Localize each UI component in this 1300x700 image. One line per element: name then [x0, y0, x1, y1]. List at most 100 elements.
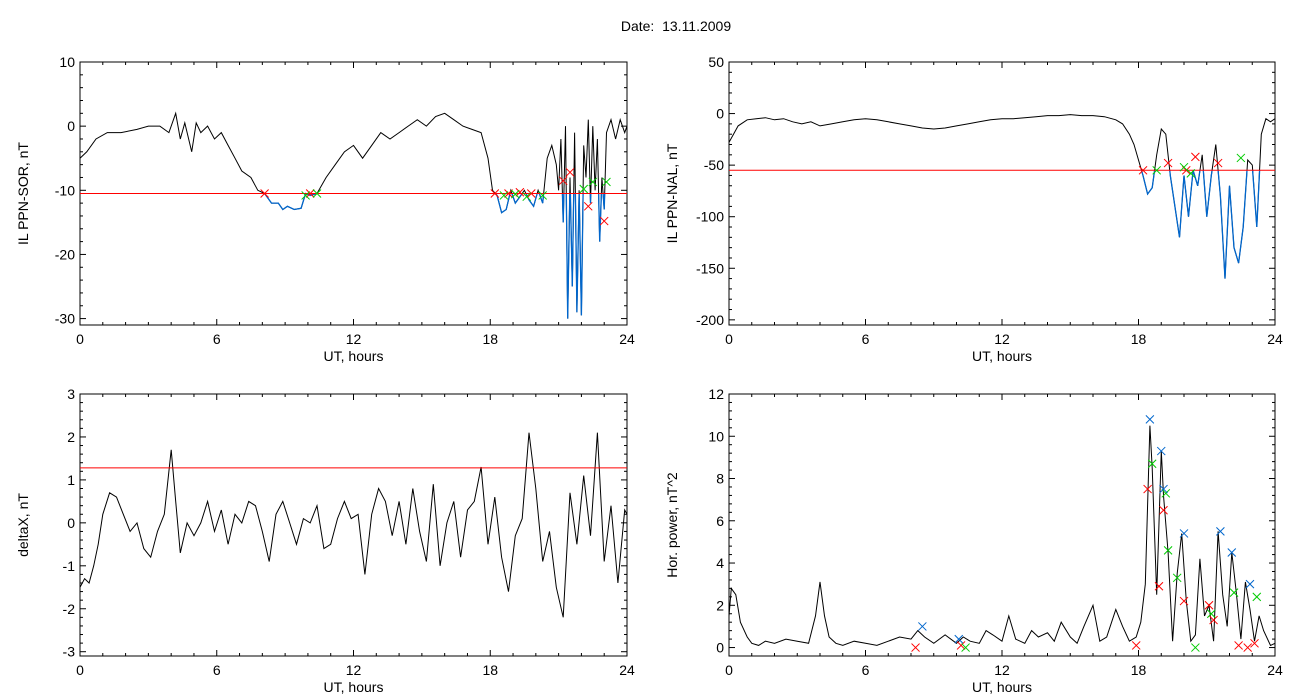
marker-red: [956, 641, 966, 650]
y-tick-label: 4: [716, 555, 724, 571]
marker-red: [1163, 158, 1173, 168]
marker-green: [538, 191, 548, 200]
y-tick-label: 2: [716, 597, 724, 613]
marker-green: [1172, 573, 1182, 583]
marker-green: [1252, 592, 1262, 602]
marker-red: [305, 189, 315, 198]
y-tick-label: 1: [67, 472, 75, 488]
x-tick-label: 6: [862, 662, 870, 678]
x-tick-label: 6: [213, 662, 221, 678]
figure-title: Date: 13.11.2009: [620, 18, 732, 34]
series-below-threshold: [565, 193, 571, 319]
y-tick-label: -1: [63, 558, 76, 574]
y-tick-label: 0: [716, 106, 724, 122]
marker-green: [1236, 153, 1246, 163]
marker-red: [490, 189, 500, 198]
y-tick-label: 0: [67, 515, 75, 531]
x-tick-label: 18: [1131, 331, 1147, 347]
y-tick-label: -200: [696, 312, 724, 328]
plot-area: [80, 432, 627, 618]
y-tick-label: -10: [55, 182, 75, 198]
series-below-threshold: [1140, 170, 1156, 196]
series-below-threshold: [602, 193, 606, 210]
marker-green: [1147, 459, 1157, 469]
marker-green: [301, 191, 310, 200]
plot-area: [729, 415, 1275, 652]
marker-red: [1250, 638, 1259, 648]
marker-red: [1154, 581, 1164, 591]
y-tick-label: 8: [716, 471, 724, 487]
y-axis-label: IL PPN-SOR, nT: [15, 142, 31, 245]
marker-red: [1243, 643, 1253, 652]
series-below-threshold: [1217, 170, 1248, 279]
marker-green: [1161, 488, 1171, 498]
marker-red: [1143, 484, 1152, 494]
marker-green: [522, 192, 532, 202]
series-below-threshold: [569, 193, 575, 287]
series-below-threshold: [597, 193, 603, 242]
x-tick-label: 24: [619, 331, 635, 347]
x-tick-label: 24: [1267, 662, 1283, 678]
marker-green: [579, 184, 589, 194]
marker-red: [1191, 152, 1200, 162]
series-line: [80, 111, 627, 319]
marker-green: [312, 189, 322, 198]
x-axis-label: UT, hours: [972, 348, 1032, 364]
series-below-threshold: [561, 193, 565, 223]
y-tick-label: 10: [708, 428, 724, 444]
marker-red: [1234, 641, 1243, 650]
marker-red: [911, 643, 920, 652]
marker-red: [1213, 158, 1223, 168]
y-tick-label: -3: [63, 644, 76, 660]
plot-area: [729, 114, 1275, 279]
x-tick-label: 12: [994, 662, 1010, 678]
marker-blue: [1227, 548, 1237, 557]
x-tick-label: 12: [346, 331, 362, 347]
series-below-threshold: [1169, 170, 1201, 238]
marker-green: [1229, 588, 1239, 597]
plot-frame: [79, 393, 628, 657]
marker-blue: [1159, 484, 1168, 494]
x-tick-label: 6: [213, 331, 221, 347]
series-line: [729, 114, 1275, 279]
y-tick-label: -30: [55, 311, 75, 327]
x-axis-label: UT, hours: [972, 679, 1032, 695]
y-tick-label: 0: [716, 640, 724, 656]
y-axis-label: deltaX, nT: [15, 493, 31, 557]
marker-green: [588, 177, 598, 187]
plot-area: [80, 111, 627, 319]
x-axis-label: UT, hours: [324, 348, 384, 364]
x-tick-label: 24: [619, 662, 635, 678]
marker-red: [583, 201, 593, 211]
panel-ppn-nal: 0 6 12 18 24 -200 -150 -100 -50 0 50 UT, hours IL PP…: [664, 54, 1283, 364]
marker-green: [1206, 609, 1216, 619]
series-below-threshold: [578, 193, 584, 316]
y-tick-label: -20: [55, 246, 75, 262]
marker-green: [1191, 643, 1200, 652]
plot-frame: [728, 61, 1276, 326]
y-axis-label: IL PPN-NAL, nT: [664, 143, 680, 243]
marker-red: [1159, 505, 1168, 515]
marker-blue: [1245, 579, 1255, 589]
marker-red: [1204, 600, 1214, 610]
y-tick-label: 0: [67, 118, 75, 134]
x-tick-label: 0: [76, 662, 84, 678]
series-below-threshold: [511, 193, 523, 205]
series-below-threshold: [574, 193, 580, 313]
y-tick-label: -100: [696, 209, 724, 225]
marker-blue: [918, 622, 927, 631]
marker-red: [526, 189, 536, 198]
marker-red: [599, 216, 609, 226]
x-tick-label: 18: [482, 662, 498, 678]
plot-frame: [728, 393, 1276, 657]
y-axis-label: Hor. power, nT^2: [664, 472, 680, 578]
series-below-threshold: [589, 193, 592, 204]
x-tick-label: 18: [1131, 662, 1147, 678]
marker-green: [961, 643, 970, 652]
marker-red: [504, 189, 513, 198]
y-tick-label: 10: [59, 54, 75, 70]
y-tick-label: -2: [63, 601, 76, 617]
marker-blue: [1179, 529, 1189, 538]
